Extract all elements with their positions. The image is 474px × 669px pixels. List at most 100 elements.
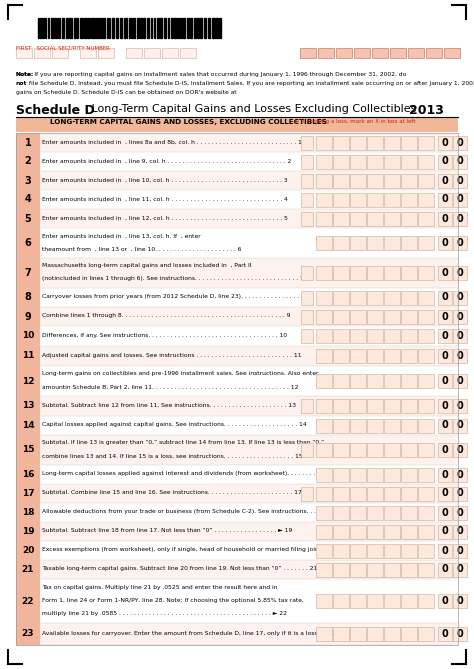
Text: 0: 0 xyxy=(456,157,464,167)
Bar xyxy=(453,627,467,641)
Bar xyxy=(316,524,332,539)
Bar xyxy=(333,310,349,324)
Text: 19: 19 xyxy=(22,527,34,536)
Bar xyxy=(157,18,159,38)
Bar xyxy=(316,236,332,250)
Bar xyxy=(16,560,458,579)
Bar xyxy=(301,173,313,187)
Bar xyxy=(401,563,417,577)
Bar xyxy=(418,266,434,280)
Bar xyxy=(16,152,40,171)
Bar xyxy=(333,443,349,457)
Bar xyxy=(384,506,400,520)
Text: 18: 18 xyxy=(22,508,34,517)
Bar xyxy=(418,627,434,641)
Bar xyxy=(367,506,383,520)
Bar xyxy=(384,399,400,413)
Text: 0: 0 xyxy=(442,508,448,518)
Bar xyxy=(350,310,366,324)
Text: Adjusted capital gains and losses. See instructions . . . . . . . . . . . . . . : Adjusted capital gains and losses. See i… xyxy=(42,353,301,358)
Bar xyxy=(401,155,417,169)
Bar xyxy=(16,396,458,416)
Bar xyxy=(453,136,467,149)
Text: 21: 21 xyxy=(22,565,34,574)
Bar xyxy=(336,48,352,58)
Bar xyxy=(418,211,434,225)
Bar xyxy=(453,290,467,304)
Bar xyxy=(316,155,332,169)
Bar xyxy=(16,48,32,58)
Text: 0: 0 xyxy=(442,331,448,341)
Bar xyxy=(301,193,313,207)
Text: 2013: 2013 xyxy=(409,104,444,117)
Text: Note: If you are reporting capital gains on installment sales that occurred duri: Note: If you are reporting capital gains… xyxy=(16,72,408,77)
Bar xyxy=(384,266,400,280)
Bar xyxy=(301,211,313,225)
Text: Tax on capital gains. Multiply line 21 by .0525 and enter the result here and in: Tax on capital gains. Multiply line 21 b… xyxy=(42,585,277,589)
Bar xyxy=(137,18,139,38)
Bar xyxy=(453,211,467,225)
Bar xyxy=(426,48,442,58)
Bar xyxy=(418,563,434,577)
Text: multiply line 21 by .0585 . . . . . . . . . . . . . . . . . . . . . . . . . . . : multiply line 21 by .0585 . . . . . . . … xyxy=(42,611,287,616)
Bar xyxy=(301,443,313,457)
Text: 1: 1 xyxy=(25,138,31,147)
Text: 0: 0 xyxy=(456,351,464,361)
Bar xyxy=(333,266,349,280)
Bar xyxy=(384,310,400,324)
Bar xyxy=(453,349,467,363)
Bar xyxy=(401,266,417,280)
Bar xyxy=(401,524,417,539)
Bar xyxy=(333,290,349,304)
Bar xyxy=(333,236,349,250)
Bar xyxy=(120,18,122,38)
Text: 0: 0 xyxy=(456,508,464,518)
Text: 12: 12 xyxy=(22,377,34,385)
Bar xyxy=(316,349,332,363)
Bar xyxy=(384,290,400,304)
Bar xyxy=(162,48,178,58)
Text: (notincluded in lines 1 through 6). See instructions. . . . . . . . . . . . . . : (notincluded in lines 1 through 6). See … xyxy=(42,276,304,282)
Bar xyxy=(367,266,383,280)
Text: 0: 0 xyxy=(456,292,464,302)
Bar xyxy=(333,349,349,363)
Bar xyxy=(174,18,176,38)
Text: 0: 0 xyxy=(456,331,464,341)
Bar xyxy=(208,18,210,38)
Text: 0: 0 xyxy=(442,376,448,386)
Bar xyxy=(16,579,40,623)
Text: 2: 2 xyxy=(25,157,31,167)
Bar xyxy=(372,48,388,58)
Bar xyxy=(350,524,366,539)
Bar xyxy=(172,18,173,38)
Bar xyxy=(384,136,400,149)
Bar xyxy=(384,563,400,577)
Bar xyxy=(333,419,349,432)
Bar xyxy=(126,48,142,58)
Bar xyxy=(384,193,400,207)
Bar xyxy=(453,419,467,432)
Bar xyxy=(438,443,452,457)
Bar xyxy=(48,18,49,38)
Bar xyxy=(401,543,417,557)
Bar xyxy=(301,329,313,343)
Text: 0: 0 xyxy=(442,175,448,185)
Bar xyxy=(453,399,467,413)
Bar xyxy=(316,563,332,577)
Text: 0: 0 xyxy=(456,175,464,185)
Text: 0: 0 xyxy=(442,157,448,167)
Bar xyxy=(453,266,467,280)
Text: 22: 22 xyxy=(22,597,34,605)
Bar xyxy=(438,524,452,539)
Bar xyxy=(384,236,400,250)
Bar xyxy=(438,155,452,169)
Bar xyxy=(109,18,110,38)
Text: Subtotal. Combine line 15 and line 16. See instructions. . . . . . . . . . . . .: Subtotal. Combine line 15 and line 16. S… xyxy=(42,490,302,495)
Bar xyxy=(57,18,58,38)
Bar xyxy=(190,18,192,38)
Bar xyxy=(333,543,349,557)
Text: Subtotal. Subtract line 12 from line 11. See instructions. . . . . . . . . . . .: Subtotal. Subtract line 12 from line 11.… xyxy=(42,403,296,407)
Bar xyxy=(418,468,434,482)
Bar xyxy=(316,329,332,343)
Text: 0: 0 xyxy=(442,238,448,248)
